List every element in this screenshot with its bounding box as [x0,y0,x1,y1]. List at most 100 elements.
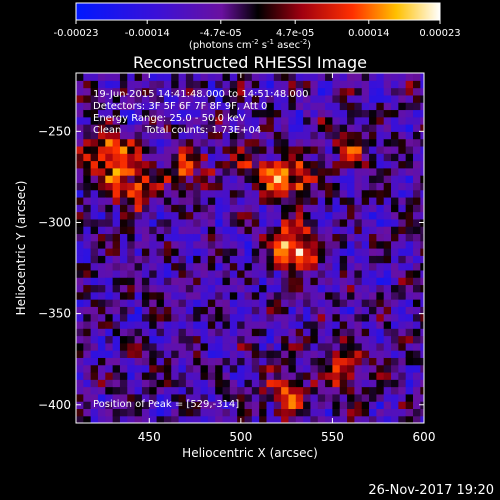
heatmap-cell [251,204,260,213]
heatmap-cell [391,386,399,395]
heatmap-cell [369,277,377,286]
heatmap-cell [398,313,407,322]
heatmap-cell [163,350,172,358]
heatmap-cell [97,320,106,329]
colorbar-tick-label: -4.7e-05 [200,28,242,39]
heatmap-cell [281,138,290,147]
heatmap-cell [295,109,304,118]
heatmap-cell [347,145,355,154]
heatmap-cell [200,284,209,293]
heatmap-cell [83,299,92,307]
heatmap-cell [303,401,312,410]
heatmap-cell [398,160,407,169]
heatmap-cell [76,393,84,402]
heatmap-cell [237,320,246,329]
heatmap-cell [178,379,187,388]
heatmap-cell [229,342,238,351]
heatmap-cell [354,371,363,380]
heatmap-cell [237,248,246,256]
heatmap-cell [76,196,84,205]
heatmap-cell [141,189,150,198]
heatmap-cell [112,204,121,213]
heatmap-cell [266,94,275,103]
heatmap-cell [376,269,385,278]
heatmap-cell [310,87,319,96]
heatmap-cell [281,350,290,358]
heatmap-cell [207,218,216,227]
heatmap-cell [185,255,194,264]
heatmap-cell [369,182,377,191]
heatmap-cell [303,80,312,89]
heatmap-cell [259,218,268,227]
heatmap-cell [376,153,385,162]
heatmap-cell [141,87,150,96]
heatmap-cell [259,306,268,315]
heatmap-cell [237,204,246,213]
heatmap-cell [185,364,194,373]
heatmap-cell [405,145,414,154]
heatmap-cell [76,131,84,140]
heatmap-cell [332,415,341,423]
heatmap-cell [127,248,136,256]
heatmap-cell [119,284,128,293]
heatmap-cell [207,116,216,125]
heatmap-cell [244,364,253,373]
heatmap-cell [347,160,355,169]
heatmap-cell [310,80,319,89]
heatmap-cell [90,269,99,278]
heatmap-cell [237,102,246,111]
heatmap-cell [76,124,84,132]
heatmap-cell [281,291,290,300]
heatmap-cell [207,262,216,271]
heatmap-cell [90,328,99,337]
heatmap-cell [229,357,238,366]
heatmap-cell [273,350,282,358]
heatmap-cell [420,357,424,366]
heatmap-cell [156,87,165,96]
heatmap-cell [178,342,187,351]
heatmap-cell [251,284,260,293]
heatmap-cell [369,204,377,213]
heatmap-cell [413,401,421,410]
heatmap-cell [149,87,158,96]
heatmap-cell [369,255,377,264]
heatmap-cell [398,233,407,242]
heatmap-cell [207,277,216,286]
heatmap-cell [90,357,99,366]
heatmap-cell [303,175,312,183]
heatmap-cell [97,87,106,96]
heatmap-cell [171,167,180,176]
heatmap-cell [405,87,414,96]
heatmap-cell [281,94,290,103]
heatmap-cell [83,138,92,147]
heatmap-cell [259,401,268,410]
heatmap-cell [398,102,407,111]
heatmap-cell [83,386,92,395]
heatmap-cell [141,248,150,256]
heatmap-cell [105,393,114,402]
heatmap-cell [141,386,150,395]
heatmap-cell [171,255,180,264]
heatmap-cell [376,342,385,351]
heatmap-cell [339,175,348,183]
heatmap-cell [200,248,209,256]
heatmap-cell [229,350,238,358]
heatmap-cell [332,386,341,395]
heatmap-cell [369,320,377,329]
heatmap-cell [310,131,319,140]
heatmap-cell [405,102,414,111]
heatmap-cell [83,167,92,176]
heatmap-cell [141,277,150,286]
heatmap-cell [354,116,363,125]
heatmap-cell [229,415,238,423]
heatmap-cell [185,415,194,423]
heatmap-cell [383,175,392,183]
heatmap-cell [420,269,424,278]
heatmap-cell [398,87,407,96]
heatmap-cell [163,182,172,191]
heatmap-cell [420,175,424,183]
heatmap-cell [332,211,341,220]
heatmap-cell [222,73,231,81]
heatmap-cell [332,94,341,103]
